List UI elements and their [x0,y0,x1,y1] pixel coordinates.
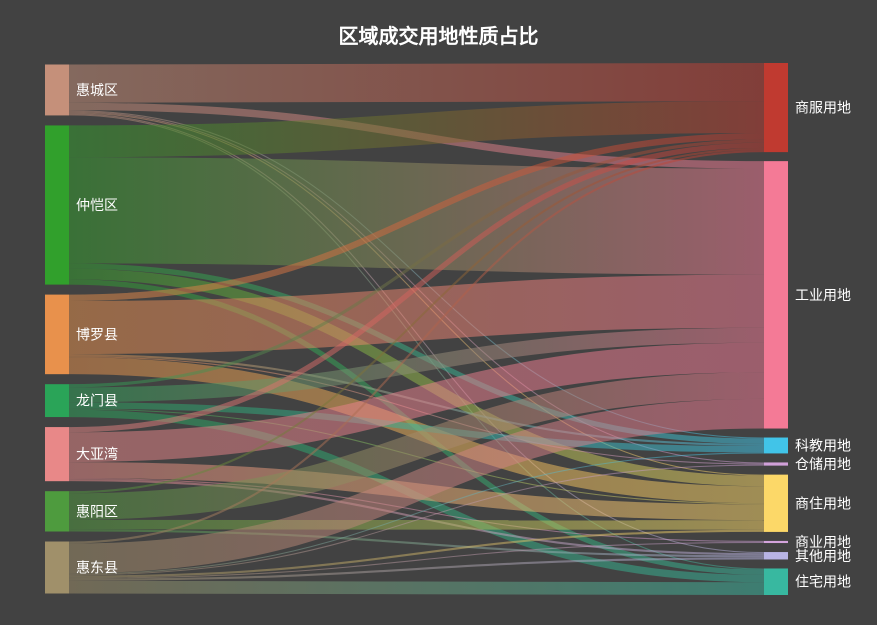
node-博罗县[interactable] [45,294,69,375]
node-工业用地[interactable] [764,161,788,429]
node-label-惠阳区: 惠阳区 [76,504,118,520]
node-仲恺区[interactable] [45,125,69,285]
node-label-惠城区: 惠城区 [76,83,118,99]
link-龙门县-科教用地[interactable] [68,402,765,453]
node-label-商业用地: 商业用地 [795,535,851,551]
node-商服用地[interactable] [764,63,788,153]
node-其他用地[interactable] [764,552,788,560]
link-惠东县-商业用地[interactable] [68,541,765,579]
link-惠东县-仓储用地[interactable] [68,464,765,576]
link-惠城区-商服用地[interactable] [68,62,765,103]
node-仓储用地[interactable] [764,462,788,466]
node-惠东县[interactable] [45,541,69,594]
link-大亚湾-工业用地[interactable] [68,342,765,463]
link-大亚湾-商服用地[interactable] [68,142,765,433]
node-label-大亚湾: 大亚湾 [76,446,118,463]
node-label-其他用地: 其他用地 [795,549,851,565]
link-惠阳区-商服用地[interactable] [68,147,765,494]
link-惠东县-科教用地[interactable] [68,452,765,575]
link-惠东县-商住用地[interactable] [68,529,765,578]
node-label-科教用地: 科教用地 [795,438,851,454]
node-住宅用地[interactable] [764,568,788,595]
node-label-博罗县: 博罗县 [76,326,118,343]
link-惠东县-工业用地[interactable] [68,398,765,574]
node-惠城区[interactable] [45,64,69,116]
links-layer [68,62,765,595]
chart-title: 区域成交用地性质占比 [338,24,539,48]
node-惠阳区[interactable] [45,491,69,532]
link-惠阳区-其他用地[interactable] [68,529,765,558]
node-label-仲恺区: 仲恺区 [76,198,118,214]
node-label-商服用地: 商服用地 [795,101,851,117]
node-科教用地[interactable] [764,437,788,454]
node-商业用地[interactable] [764,540,788,544]
node-龙门县[interactable] [45,384,69,418]
link-大亚湾-商业用地[interactable] [68,478,765,542]
link-大亚湾-其他用地[interactable] [68,479,765,556]
link-博罗县-工业用地[interactable] [68,274,765,355]
node-label-龙门县: 龙门县 [76,394,118,410]
link-仲恺区-商服用地[interactable] [68,101,765,158]
link-博罗县-商服用地[interactable] [68,133,765,301]
link-惠东县-其他用地[interactable] [68,557,765,581]
link-龙门县-商服用地[interactable] [68,139,765,388]
link-龙门县-工业用地[interactable] [68,327,765,403]
node-label-仓储用地: 仓储用地 [795,457,851,473]
node-label-惠东县: 惠东县 [76,561,118,577]
node-大亚湾[interactable] [45,427,69,482]
link-惠东县-住宅用地[interactable] [68,580,765,595]
link-惠阳区-工业用地[interactable] [68,372,765,520]
node-商住用地[interactable] [764,474,788,532]
link-惠东县-商服用地[interactable] [68,150,765,544]
node-label-工业用地: 工业用地 [795,288,851,304]
node-label-商住用地: 商住用地 [795,496,851,512]
node-label-住宅用地: 住宅用地 [795,575,851,591]
